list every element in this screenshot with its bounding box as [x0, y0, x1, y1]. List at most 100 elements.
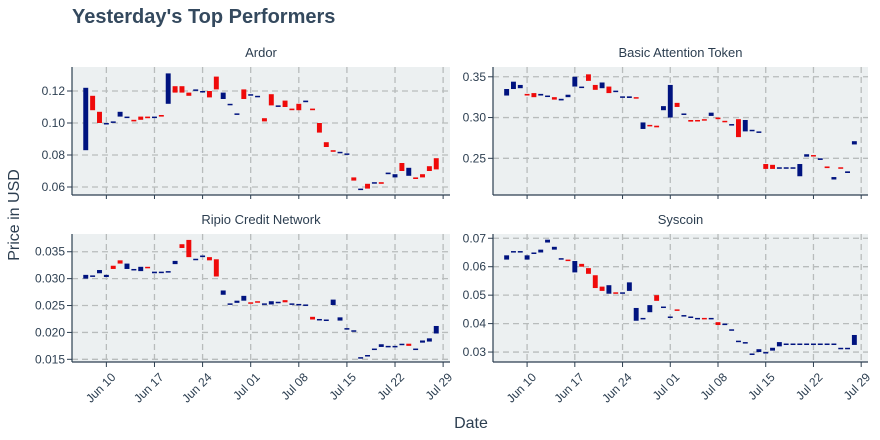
candle [282, 300, 288, 303]
candle [316, 318, 322, 321]
panel-background [72, 234, 450, 362]
y-tick-label: 0.25 [463, 151, 487, 165]
candle [674, 102, 680, 107]
candle [633, 97, 639, 99]
candle [261, 303, 267, 305]
candle [749, 129, 755, 132]
candle [351, 177, 357, 181]
candle [524, 255, 530, 260]
candle [255, 95, 261, 98]
candle [152, 116, 157, 119]
x-tick-label: Jun 10 [504, 370, 540, 406]
candle [504, 255, 510, 260]
candle [783, 343, 789, 346]
candle [763, 352, 769, 354]
candle [385, 345, 391, 348]
candle [152, 271, 157, 274]
candle [804, 154, 810, 157]
candle [268, 301, 274, 305]
candle [545, 239, 550, 243]
panel-2: Ripio Credit Network 0.015 0.020 0.025 0.030… [35, 212, 455, 406]
y-axis-title: Price in USD [6, 169, 23, 261]
y-tick-label: 0.12 [42, 84, 66, 98]
candle [248, 302, 254, 304]
y-tick-label: 0.30 [463, 111, 487, 125]
candle [323, 142, 329, 147]
candle [206, 91, 212, 98]
candle [124, 116, 130, 119]
candle [420, 340, 425, 343]
candle [620, 292, 625, 294]
x-tick-label: Jun 10 [83, 370, 119, 406]
candle [138, 266, 144, 272]
x-tick-label: Jul 22 [793, 370, 826, 403]
y-tick-label: 0.04 [463, 317, 487, 331]
candle [538, 249, 544, 253]
x-tick-label: Jul 29 [423, 370, 456, 403]
candle [736, 340, 741, 343]
candle [613, 90, 619, 93]
candle [838, 347, 844, 350]
candle [776, 342, 782, 347]
candle [90, 275, 96, 277]
candle [783, 167, 789, 169]
candle [695, 317, 700, 320]
y-tick-label: 0.07 [463, 231, 487, 245]
candle [110, 121, 116, 123]
candle [640, 317, 646, 320]
y-tick-label: 0.10 [42, 116, 66, 130]
candle [729, 329, 735, 331]
panel-0: Ardor 0.06 0.08 0.10 0.12 [42, 45, 450, 199]
candle [688, 316, 694, 318]
candle [365, 183, 370, 189]
candle [145, 266, 151, 269]
candle [193, 89, 199, 91]
candle [158, 271, 164, 274]
candle [413, 348, 419, 351]
candle [613, 292, 619, 294]
candle [851, 334, 857, 345]
candle [275, 105, 281, 107]
candle [817, 343, 823, 346]
candle [303, 100, 309, 103]
candle [654, 125, 660, 128]
candle [83, 274, 89, 279]
candle [701, 119, 707, 121]
candle [633, 307, 639, 321]
candle [255, 301, 261, 303]
candle [599, 82, 605, 89]
candle [344, 328, 350, 330]
candle [551, 246, 557, 250]
candle [517, 251, 523, 253]
candle [667, 316, 673, 318]
candle [511, 81, 516, 90]
candle [186, 92, 192, 96]
candle [179, 86, 185, 93]
candle [145, 116, 151, 119]
candle [824, 166, 830, 169]
candle [749, 353, 755, 355]
candle [776, 167, 782, 169]
candle [241, 295, 247, 301]
candle [770, 164, 775, 169]
candle [592, 84, 598, 90]
candle [179, 244, 185, 248]
panel-1: Basic Attention Token 0.25 0.30 0.35 [463, 45, 868, 199]
candle [620, 96, 625, 98]
candle [797, 343, 803, 346]
y-tick-label: 0.03 [463, 345, 487, 359]
candle [420, 174, 425, 178]
candle [131, 268, 137, 271]
candle [790, 343, 796, 346]
panel-background [493, 234, 868, 362]
candle [323, 319, 329, 322]
candle [234, 300, 240, 303]
candle [406, 343, 412, 346]
candle [647, 305, 653, 313]
x-tick-label: Jul 08 [278, 370, 311, 403]
candle [330, 299, 336, 305]
candle [736, 119, 741, 138]
candle [193, 258, 199, 261]
candle [165, 271, 171, 273]
